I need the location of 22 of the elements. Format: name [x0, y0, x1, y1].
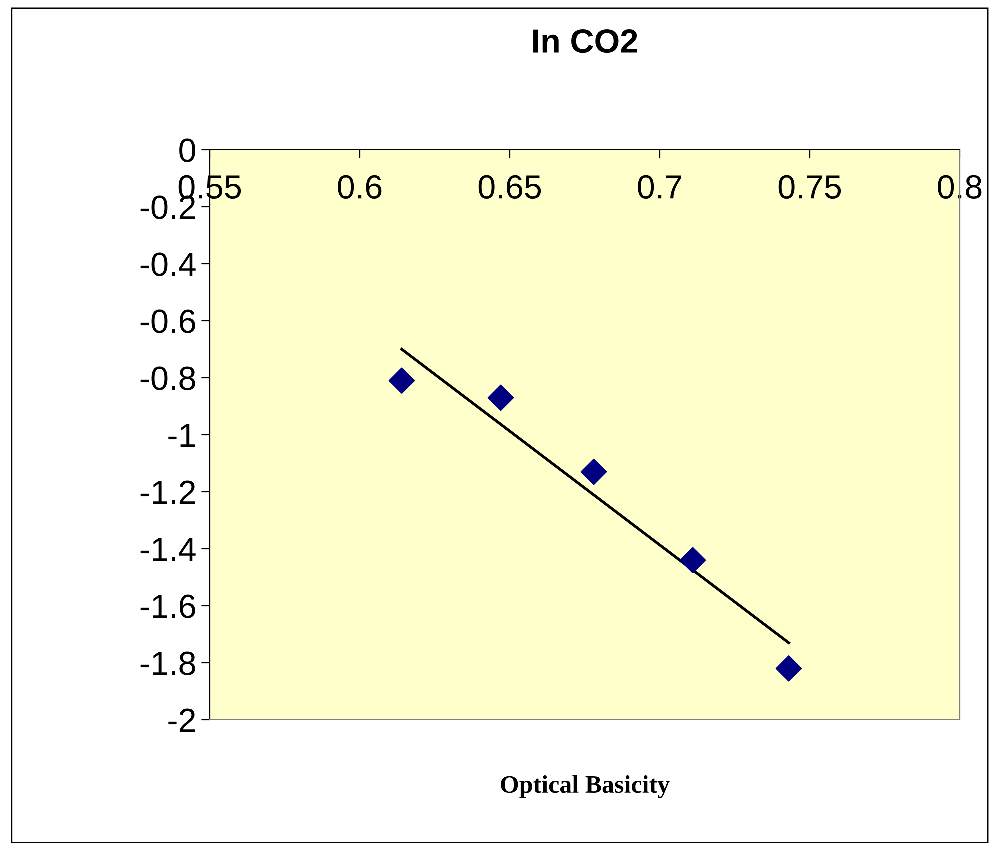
- y-tick-label: -1.6: [140, 594, 196, 618]
- x-tick-label: 0.7: [638, 175, 682, 199]
- y-tick-label: -0.4: [140, 252, 196, 276]
- point: [580, 458, 608, 486]
- point: [776, 656, 802, 682]
- chart-title: In CO2: [534, 30, 638, 54]
- x-tick-label: 0.65: [478, 175, 542, 199]
- y-tick-label: -1.4: [140, 538, 196, 562]
- point: [488, 384, 514, 412]
- y-tick-label: -2: [168, 708, 196, 732]
- y-tick-label: -1: [168, 424, 196, 448]
- y-tick-label: -0.6: [140, 310, 196, 334]
- x-axis-title: Optical Basicity: [501, 776, 670, 798]
- y-tick-label: -1.8: [140, 652, 196, 676]
- x-tick-label: 0.8: [938, 175, 982, 199]
- x-tick-label: 0.6: [338, 175, 382, 199]
- y-tick-label: -1.2: [140, 480, 196, 504]
- y-tick-label: -0.8: [140, 366, 196, 390]
- point: [680, 547, 706, 574]
- point: [388, 368, 416, 394]
- x-tick-label: 0.75: [778, 175, 842, 199]
- y-tick-label: 0: [180, 138, 196, 162]
